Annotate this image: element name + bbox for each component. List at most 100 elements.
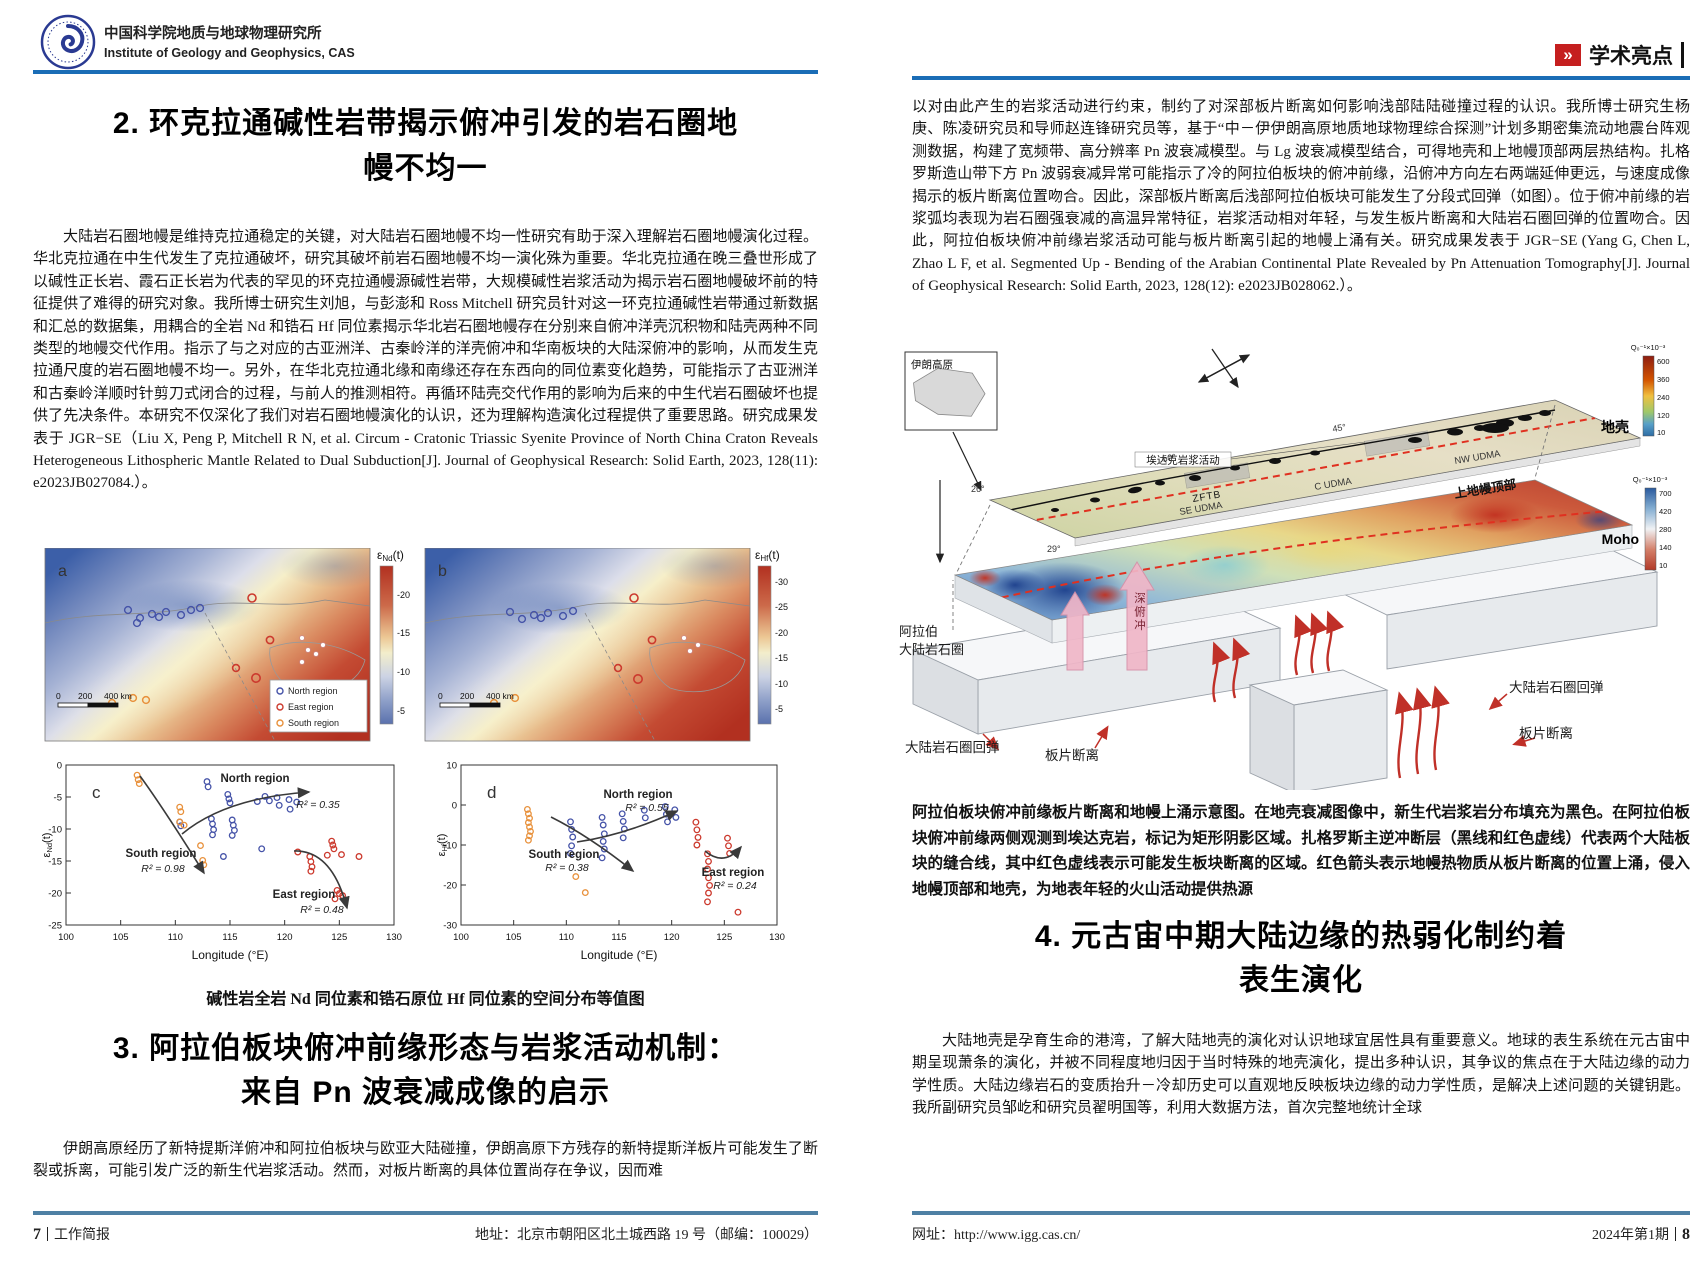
y-tick-label: -30 [443, 921, 457, 932]
footer-issue: 2024年第1期 [1592, 1228, 1669, 1243]
data-point [705, 857, 712, 865]
annot-d-north-r2: R² = 0.55 [625, 802, 669, 814]
arabian-lith-line1: 阿拉伯 [899, 624, 938, 639]
data-point [526, 814, 533, 822]
scalebar-b: 0 200 400 km [438, 691, 514, 708]
svg-text:420: 420 [1659, 507, 1672, 516]
svg-text:10: 10 [1659, 561, 1667, 570]
double-chevron-icon: » [1555, 44, 1581, 66]
x-tick-label: 125 [716, 932, 732, 943]
panel-label-c: c [92, 783, 101, 802]
data-point [598, 854, 606, 862]
data-point [693, 826, 701, 834]
map-b-north-points [505, 606, 578, 624]
svg-text:-25: -25 [775, 602, 788, 612]
label-arrows [982, 693, 1536, 751]
data-point [572, 873, 580, 881]
footer-left: 7 工作简报 [33, 1224, 110, 1244]
svg-text:280: 280 [1659, 525, 1672, 534]
section3-title-line2: 来自 Pn 波衰减成像的启示 [240, 1076, 610, 1109]
xlabel-c: Longitude (°E) [192, 948, 269, 962]
svg-text:240: 240 [1657, 393, 1670, 402]
data-point [228, 831, 236, 839]
annot-c-north-r2: R² = 0.35 [296, 799, 340, 811]
x-tick-label: 110 [168, 932, 183, 943]
svg-text:-10: -10 [775, 679, 788, 689]
x-tick-label: 100 [453, 932, 469, 943]
data-point [180, 821, 188, 829]
data-point [265, 797, 273, 805]
svg-text:120: 120 [1657, 411, 1670, 420]
svg-text:-30: -30 [775, 577, 788, 587]
zftb-label: ZFTB [1192, 489, 1222, 505]
data-point [226, 799, 234, 807]
annot-c-east: East region [273, 889, 336, 901]
x-tick-label: 100 [58, 932, 74, 943]
deep-subduction-arrows [1060, 561, 1155, 671]
svg-text:-10: -10 [397, 667, 410, 677]
xlabel-d: Longitude (°E) [581, 948, 658, 962]
annot-c-north: North region [221, 773, 290, 785]
data-point [285, 796, 293, 804]
x-tick-label: 115 [611, 932, 626, 943]
page-number-right: 8 [1682, 1226, 1690, 1243]
breakoff-right-label: 板片断离 [1519, 725, 1573, 741]
data-point [567, 818, 574, 826]
map-panel-a: a 0 200 400 km [44, 547, 371, 742]
y-tick-label: -20 [443, 881, 457, 892]
y-tick-label: 10 [446, 761, 457, 772]
section2-title-line1: 2. 环克拉通碱性岩带揭示俯冲引发的岩石圈地 [112, 107, 739, 140]
moho-label: Moho [1602, 531, 1639, 547]
y-tick-label: -10 [48, 825, 62, 836]
svg-text:-15: -15 [397, 628, 410, 638]
arabian-lith-line2: 大陆岩石圈 [899, 642, 964, 657]
data-point [225, 795, 233, 803]
data-point [224, 790, 232, 798]
svg-text:400 km: 400 km [486, 691, 514, 701]
svg-text:600: 600 [1657, 357, 1670, 366]
banner-bar [1681, 42, 1684, 68]
lat26-tick: 26° [971, 484, 985, 494]
legend-south: South region [288, 718, 339, 728]
footer-right: 2024年第1期 8 [1592, 1224, 1690, 1244]
annot-c-south-r2: R² = 0.98 [141, 863, 185, 875]
data-point [619, 817, 627, 825]
colorbar-eps-hf: εHf(t) -30 -25 -20 -15 -10 -5 [755, 548, 788, 725]
annot-d-south: South region [529, 849, 600, 861]
data-point [293, 798, 301, 806]
legend-east: East region [288, 702, 334, 712]
x-tick-label: 120 [664, 932, 680, 943]
legend-north: North region [288, 686, 338, 696]
y-tick-label: -15 [48, 857, 62, 868]
colorbar-eps-nd: εNd(t) -20 -15 -10 -5 [377, 548, 410, 725]
data-point [523, 805, 531, 813]
svg-text:εHf(t): εHf(t) [755, 548, 780, 563]
right-paragraph1: 以对由此产生的岩浆活动进行约束，制约了对深部板片断离如何影响浅部陆陆碰撞过程的认… [912, 99, 1690, 295]
ylabel-d: εHf(t) [436, 834, 449, 857]
svg-text:Q₀⁻¹×10⁻³: Q₀⁻¹×10⁻³ [1633, 475, 1668, 484]
deep-subduction-label: 深俯冲 [1133, 592, 1145, 633]
map-a-north-points [123, 603, 205, 628]
map-b-east-points [613, 593, 657, 685]
data-point [618, 810, 626, 818]
data-point [328, 837, 336, 845]
data-point [527, 827, 534, 835]
annot-d-north: North region [604, 789, 673, 801]
ylabel-c: εNd(t) [41, 833, 54, 858]
y-tick-label: -25 [48, 921, 62, 932]
data-point [705, 874, 712, 882]
data-point [323, 851, 331, 859]
lithosphere-blocks [911, 541, 1659, 794]
data-point [307, 867, 315, 875]
annot-c-east-r2: R² = 0.48 [300, 904, 344, 916]
data-point [197, 842, 204, 850]
data-point [526, 832, 533, 840]
compass-icon [1197, 348, 1251, 389]
data-point [355, 853, 363, 860]
data-point [661, 803, 669, 811]
map-b-white-points [681, 635, 701, 654]
header-rule-right [912, 76, 1690, 80]
page-number-left: 7 [33, 1226, 41, 1243]
svg-text:700: 700 [1659, 489, 1672, 498]
data-point [286, 805, 294, 813]
